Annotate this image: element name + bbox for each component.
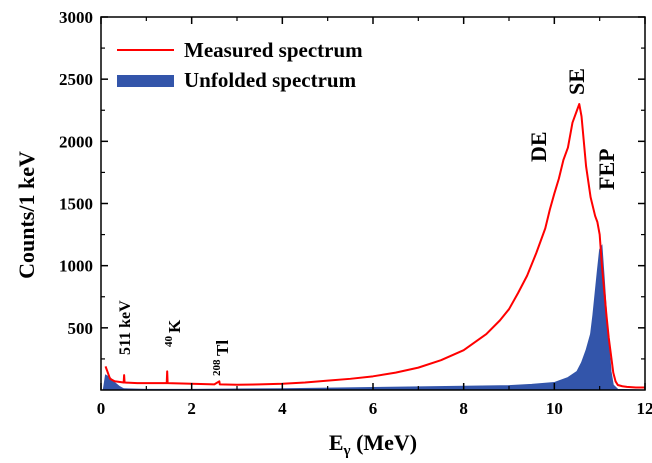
y-tick-label: 2000 (59, 132, 93, 151)
legend: Measured spectrum Unfolded spectrum (117, 38, 363, 92)
legend-measured-label: Measured spectrum (184, 38, 363, 62)
y-tick-label: 500 (68, 319, 94, 338)
measured-spectrum-layer (104, 103, 645, 389)
x-tick-label: 8 (459, 399, 468, 418)
x-tick-label: 10 (546, 399, 563, 418)
annotation-double-escape: DE (526, 131, 551, 162)
annotation-511-kev: 511 keV (117, 300, 134, 355)
annotation-tl208-symbol: Tl (213, 340, 232, 356)
x-tick-label: 2 (187, 399, 196, 418)
x-tick-label: 12 (637, 399, 652, 418)
y-axis-title: Counts/1 keV (14, 151, 39, 279)
legend-unfolded-swatch (117, 75, 174, 87)
x-axis-title-subscript: γ (343, 443, 351, 459)
annotation-full-energy-peak: FEP (594, 148, 619, 190)
measured-spectrum-line (104, 103, 645, 389)
x-tick-label: 4 (278, 399, 287, 418)
x-axis-title-main: E (329, 430, 344, 455)
y-tick-label: 1500 (59, 195, 93, 214)
annotation-tl208-mass: 208 (211, 359, 223, 376)
y-tick-label: 1000 (59, 257, 93, 276)
x-axis-title: Eγ (MeV) (329, 430, 417, 459)
y-tick-label: 2500 (59, 70, 93, 89)
annotation-k40-mass: 40 (163, 336, 175, 348)
y-axis: 500 1000 1500 2000 2500 3000 (59, 8, 645, 360)
x-tick-label: 0 (97, 399, 106, 418)
legend-unfolded-label: Unfolded spectrum (184, 68, 357, 92)
x-tick-label: 6 (369, 399, 378, 418)
annotation-k40-symbol: K (165, 319, 184, 333)
annotation-single-escape: SE (564, 68, 589, 95)
y-tick-label: 3000 (59, 8, 93, 27)
x-axis-title-unit: (MeV) (351, 430, 418, 455)
x-axis: 0 2 4 6 8 10 12 (97, 17, 652, 418)
annotations: 511 keV 40 K 208 Tl DE SE FEP (117, 68, 619, 376)
